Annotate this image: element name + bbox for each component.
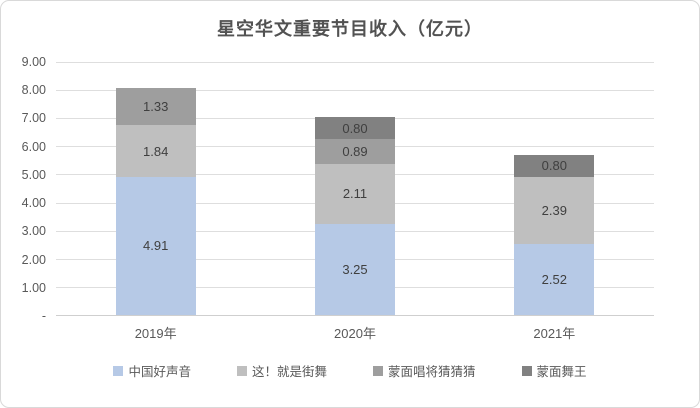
bar-segment-value-label: 2.11: [342, 186, 368, 202]
bar-segment: 2.39: [514, 177, 595, 245]
bar-segment-value-label: 2.52: [541, 272, 567, 288]
legend-label: 蒙面唱将猜猜猜: [388, 365, 476, 379]
bar-segment: 2.11: [315, 164, 395, 224]
x-axis-category-label: 2019年: [134, 326, 177, 341]
y-axis-tick-label: 7.00: [21, 111, 46, 126]
stacked-bar-2019年: 4.91 1.84 1.33: [115, 62, 196, 315]
legend-swatch: [113, 365, 124, 376]
y-axis-tick-label: -: [41, 309, 46, 323]
bar-segment-value-label: 1.33: [143, 99, 169, 115]
legend-item: 中国好声音: [113, 361, 191, 380]
legend-label: 蒙面舞王: [536, 365, 587, 379]
stacked-bar-2020年: 3.25 2.11 0.89 0.80: [315, 62, 395, 315]
bar-segment: 0.80: [315, 116, 395, 140]
y-axis-tick-label: 1.00: [21, 280, 46, 295]
bar-segment-value-label: 0.80: [342, 120, 368, 136]
plot-area: 4.91 1.84 1.33 3.25 2.11 0.89 0.80 2.52 2.39 0.80: [56, 62, 654, 316]
bar-segment: 1.33: [115, 87, 196, 126]
bar-segment: 0.89: [315, 139, 395, 165]
bar-segment-value-label: 3.25: [342, 261, 368, 277]
bar-segment-value-label: 4.91: [143, 238, 169, 254]
bar-segment: 1.84: [115, 125, 196, 177]
bar-segment-value-label: 1.84: [143, 143, 169, 159]
bar-segment: 3.25: [315, 223, 395, 315]
y-axis-tick-label: 4.00: [21, 196, 46, 211]
bar-segment: 0.80: [514, 154, 595, 177]
legend-item: 蒙面唱将猜猜猜: [373, 361, 476, 380]
y-axis-tick-label: 5.00: [21, 167, 46, 182]
legend-swatch: [236, 365, 247, 376]
bar-segment-value-label: 2.39: [541, 203, 567, 219]
legend-swatch: [521, 365, 532, 376]
bar-segment: 4.91: [115, 176, 196, 315]
bar-segment: 2.52: [514, 244, 595, 315]
legend-swatch: [373, 365, 383, 376]
chart-title: 星空华文重要节目收入（亿元）: [217, 19, 483, 39]
chart-legend: 中国好声音 这！就是街舞 蒙面唱将猜猜猜 蒙面舞王: [1, 361, 699, 380]
legend-item: 蒙面舞王: [521, 361, 587, 380]
legend-label: 这！就是街舞: [251, 365, 327, 379]
gridline: [56, 62, 654, 63]
stacked-bar-2021年: 2.52 2.39 0.80: [514, 62, 595, 315]
x-axis-category-label: 2020年: [334, 326, 376, 341]
y-axis-tick-label: 9.00: [21, 55, 46, 69]
y-axis-tick-label: 2.00: [21, 252, 46, 267]
legend-item: 这！就是街舞: [236, 361, 327, 380]
legend-label: 中国好声音: [128, 365, 191, 379]
bar-segment-value-label: 0.89: [342, 144, 368, 160]
bar-segment-value-label: 0.80: [541, 158, 567, 174]
x-axis-category-label: 2021年: [533, 326, 576, 341]
y-axis-tick-label: 3.00: [21, 224, 46, 239]
gridline: [56, 90, 654, 92]
y-axis-tick-label: 6.00: [21, 139, 46, 154]
y-axis-tick-label: 8.00: [21, 83, 46, 98]
